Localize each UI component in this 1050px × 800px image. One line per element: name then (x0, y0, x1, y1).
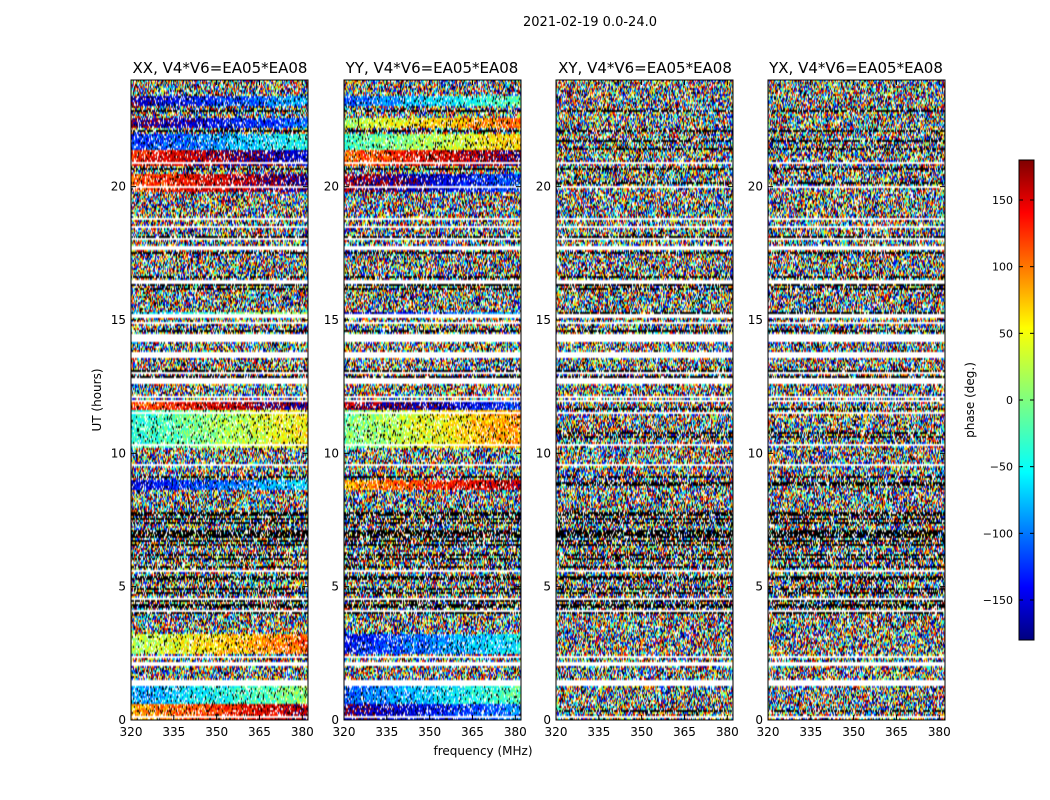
x-tick-label: 350 (630, 725, 653, 739)
y-tick-label: 20 (324, 180, 339, 194)
x-axis-label: frequency (MHz) (433, 744, 532, 758)
colorbar-tick-label: −150 (983, 594, 1013, 607)
x-tick-label: 380 (504, 725, 527, 739)
x-tick-label: 380 (716, 725, 739, 739)
y-tick-label: 20 (536, 180, 551, 194)
x-tick-label: 320 (757, 725, 780, 739)
x-tick-label: 365 (885, 725, 908, 739)
colorbar-ticks: 150 100 50 0 −50 −100 −150 (983, 194, 1034, 607)
yy-phase-heatmap (344, 80, 521, 720)
xy-phase-heatmap (556, 80, 733, 720)
x-tick-label: 350 (418, 725, 441, 739)
y-tick-label: 10 (324, 446, 339, 460)
x-tick-label: 335 (375, 725, 398, 739)
colorbar-tick-label: −50 (990, 461, 1013, 474)
x-tick-label: 380 (291, 725, 314, 739)
xx-panel-title: XX, V4*V6=EA05*EA08 (133, 59, 308, 77)
colorbar-tick-label: 50 (999, 327, 1013, 340)
y-axis-label: UT (hours) (90, 368, 104, 431)
y-tick-label: 0 (118, 713, 126, 727)
x-tick-label: 365 (673, 725, 696, 739)
y-tick-label: 5 (543, 580, 551, 594)
yx-panel-frame (767, 79, 946, 721)
x-tick-label: 350 (842, 725, 865, 739)
yy-panel-frame (343, 79, 522, 721)
y-tick-label: 15 (536, 313, 551, 327)
x-tick-label: 320 (333, 725, 356, 739)
colorbar-label: phase (deg.) (963, 362, 977, 438)
y-tick-label: 10 (111, 446, 126, 460)
xy-panel-title: XY, V4*V6=EA05*EA08 (558, 59, 732, 77)
x-tick-label: 335 (799, 725, 822, 739)
colorbar-tick-label: 0 (1006, 394, 1013, 407)
y-tick-label: 20 (111, 180, 126, 194)
x-tick-label: 365 (461, 725, 484, 739)
y-tick-label: 5 (755, 580, 763, 594)
y-tick-label: 10 (748, 446, 763, 460)
yy-panel-title: YY, V4*V6=EA05*EA08 (345, 59, 519, 77)
xx-phase-heatmap (131, 80, 308, 720)
colorbar-tick-label: 100 (992, 261, 1013, 274)
yx-panel-title: YX, V4*V6=EA05*EA08 (768, 59, 943, 77)
x-tick-label: 320 (545, 725, 568, 739)
y-tick-label: 15 (324, 313, 339, 327)
y-tick-label: 20 (748, 180, 763, 194)
y-tick-label: 0 (331, 713, 339, 727)
x-tick-label: 320 (120, 725, 143, 739)
x-tick-label: 335 (587, 725, 610, 739)
axes-ticks: 320 335 350 365 380 0 5 10 15 20 320 335 350 365 380 0 5… (111, 80, 951, 739)
xy-panel-frame (555, 79, 734, 721)
y-tick-label: 5 (331, 580, 339, 594)
x-tick-label: 335 (162, 725, 185, 739)
y-tick-label: 10 (536, 446, 551, 460)
y-tick-label: 0 (543, 713, 551, 727)
x-tick-label: 350 (205, 725, 228, 739)
y-tick-label: 15 (748, 313, 763, 327)
x-tick-label: 380 (928, 725, 951, 739)
y-tick-label: 15 (111, 313, 126, 327)
x-tick-label: 365 (248, 725, 271, 739)
xx-panel-frame (130, 79, 309, 721)
colorbar-tick-label: 150 (992, 194, 1013, 207)
y-tick-label: 5 (118, 580, 126, 594)
chart-title: 2021-02-19 0.0-24.0 (523, 15, 657, 30)
y-tick-label: 0 (755, 713, 763, 727)
colorbar-tick-label: −100 (983, 527, 1013, 540)
yx-phase-heatmap (768, 80, 945, 720)
